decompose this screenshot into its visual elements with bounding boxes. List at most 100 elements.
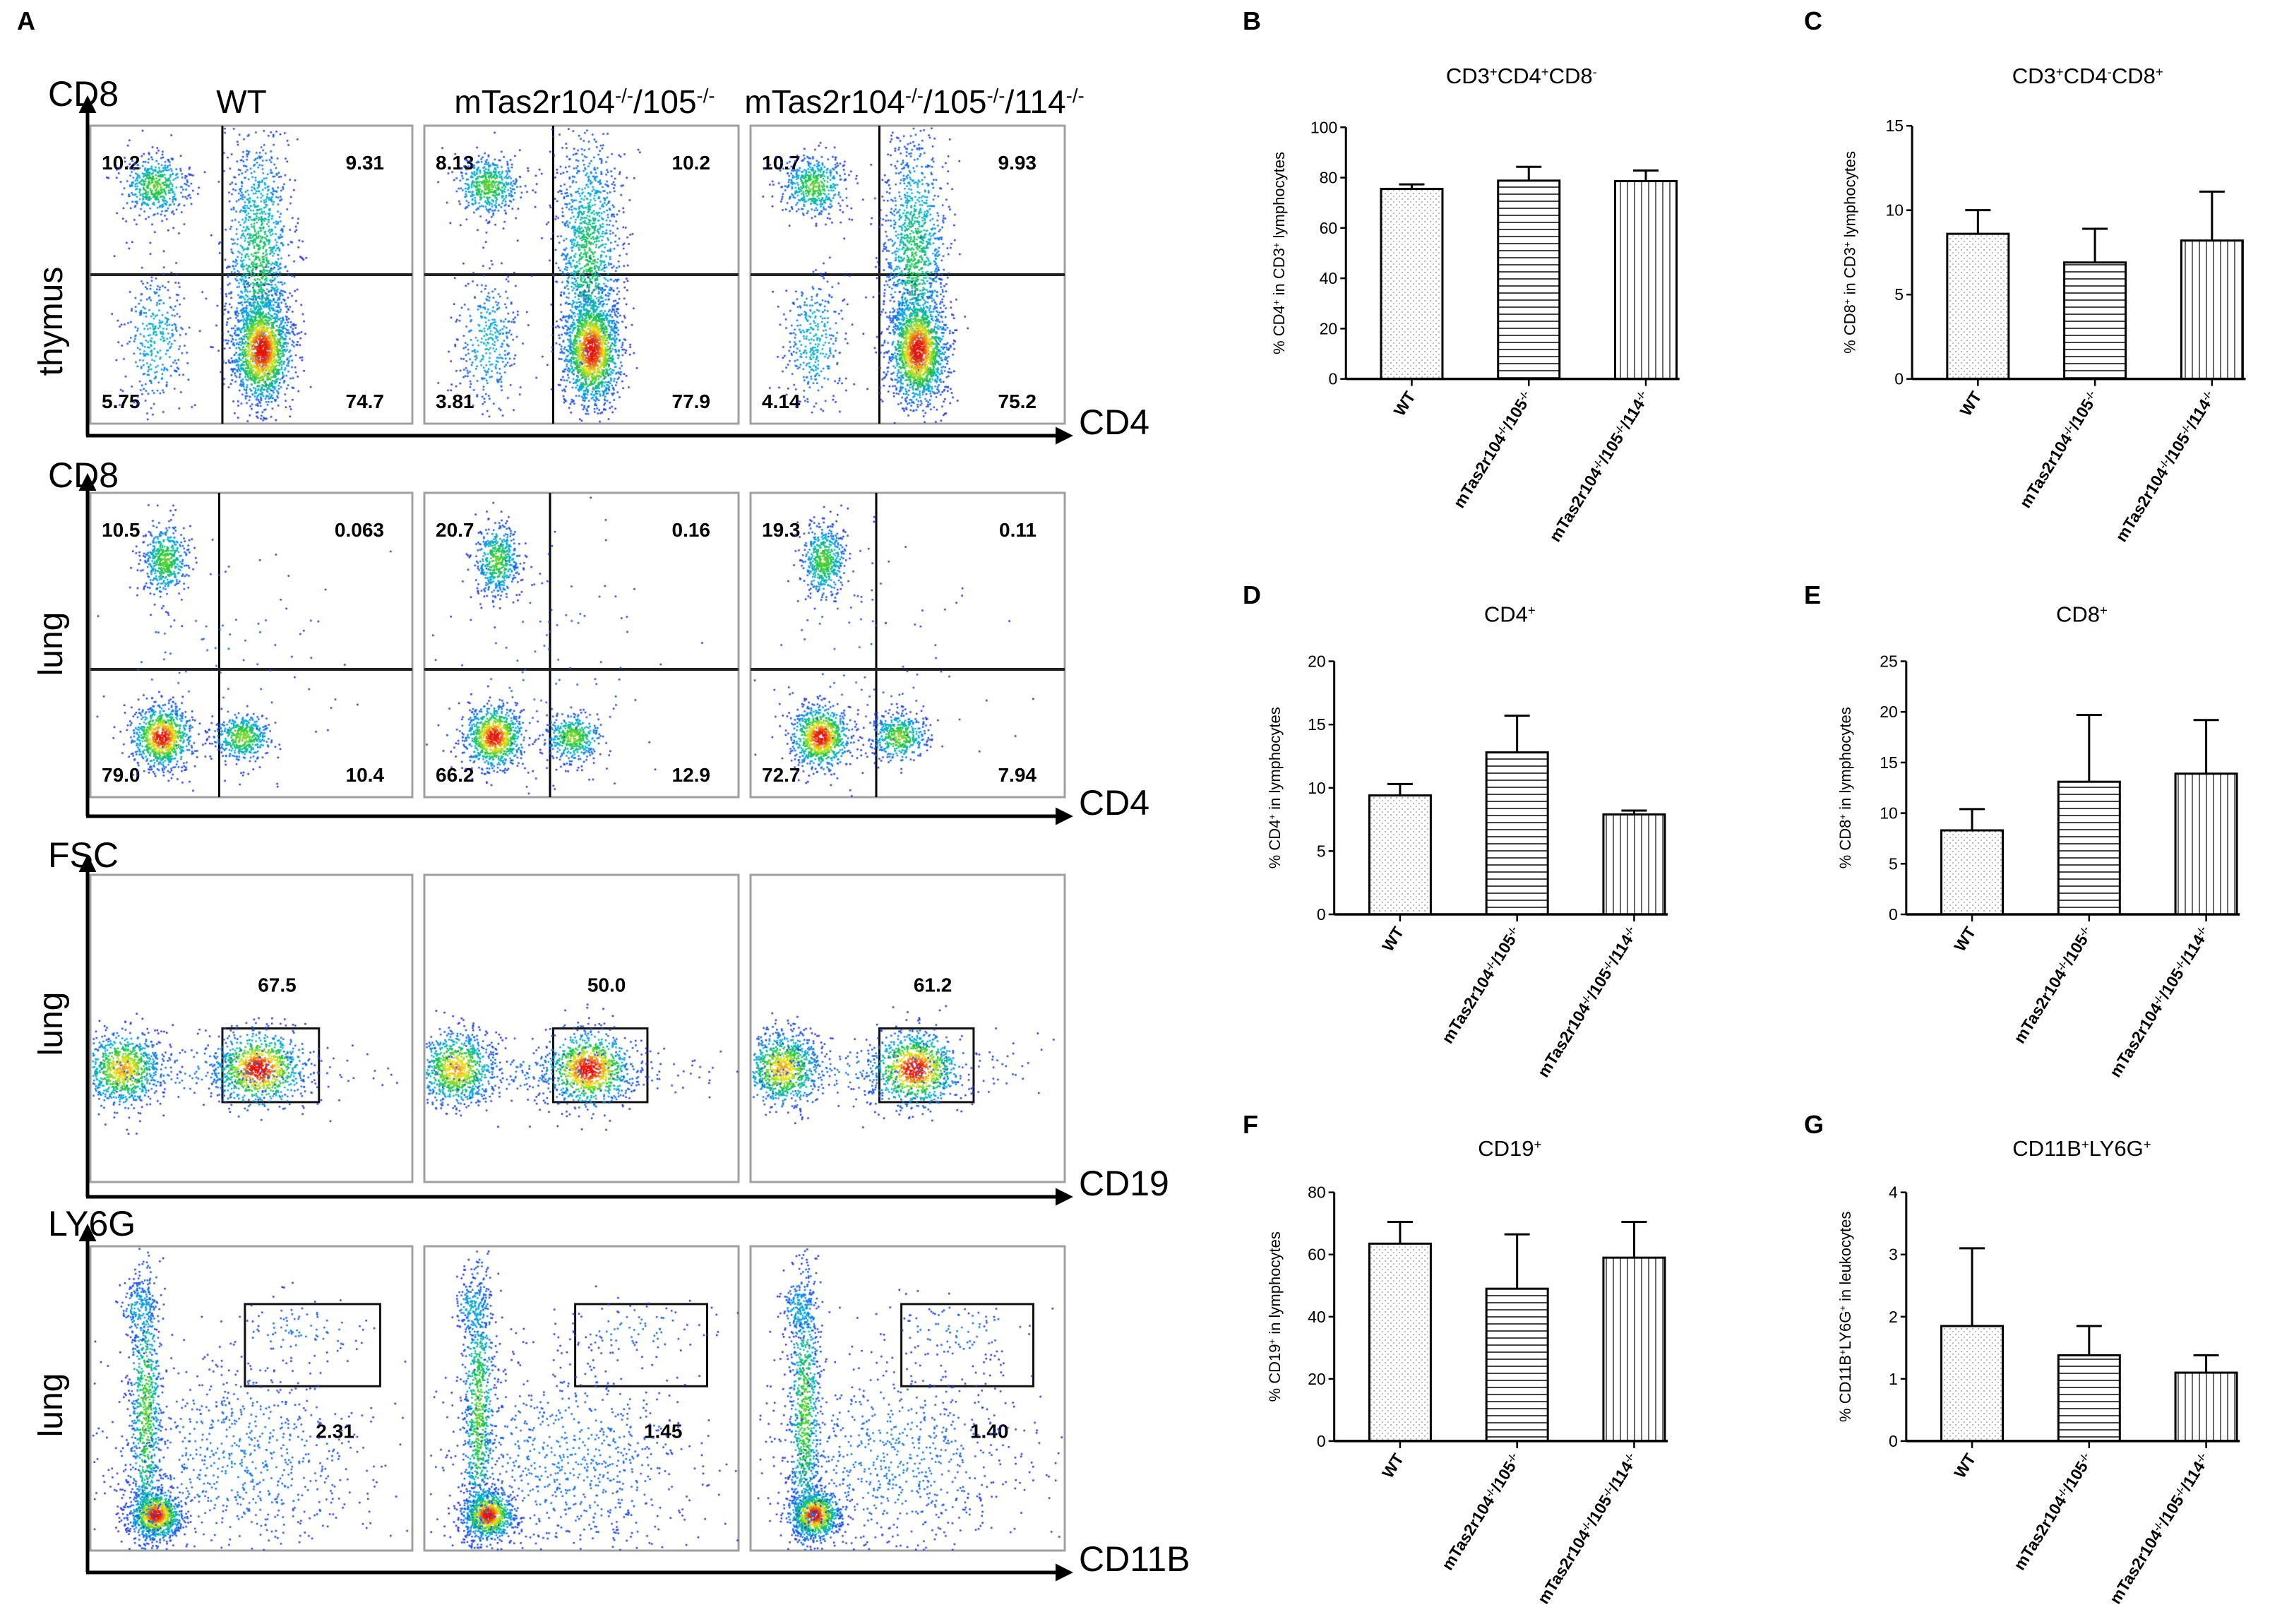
panel-letter-a: A	[17, 6, 35, 35]
y-tick-label: 5	[1894, 285, 1904, 304]
chart-title: CD3+CD4-CD8+	[2012, 64, 2163, 88]
flow-events-canvas	[751, 493, 1065, 797]
y-tick-label: 60	[1320, 219, 1338, 237]
bar-0	[1368, 794, 1432, 916]
x-tick-label: mTas2r104-/-/105-/-/114-/-	[1546, 388, 1654, 545]
x-tick-label: mTas2r104-/-/105-/-	[1438, 1450, 1525, 1573]
bar-0	[1940, 829, 2005, 916]
bar-2	[2174, 1371, 2238, 1443]
chart-title: CD8+	[2056, 602, 2108, 627]
panel-letter-c: C	[1804, 6, 1822, 35]
bar-chart-b: CD3+CD4+CD8- % CD4+ in CD3+ lymphocytes 0 2…	[1270, 64, 1680, 545]
y-tick-label: 40	[1320, 269, 1338, 287]
bar-chart-g: CD11B+LY6G+ % CD11B+LY6G+ in leukocytes 0 1…	[1836, 1136, 2240, 1607]
y-tick-label: 4	[1889, 1183, 1898, 1202]
x-axis-label: CD11B	[1079, 1539, 1190, 1579]
tissue-label: thymus	[32, 267, 70, 376]
bar-0	[1940, 1325, 2005, 1443]
x-tick-label: mTas2r104-/-/105-/-/114-/-	[2105, 1450, 2214, 1607]
column-header-1: mTas2r104-/-/105-/-	[454, 83, 715, 120]
bar-2	[1614, 180, 1678, 381]
y-axis-title: % CD8+ in CD3+ lymphocytes	[1841, 151, 1858, 354]
y-axis-title: % CD19+ in lymphocytes	[1266, 1231, 1284, 1402]
y-tick-label: 0	[1894, 370, 1904, 388]
y-axis-label: CD8	[48, 74, 119, 114]
y-tick-label: 1	[1889, 1370, 1898, 1388]
x-tick-label: WT	[1950, 1450, 1979, 1481]
flow-events-canvas	[90, 126, 412, 424]
tissue-label: lung	[32, 992, 70, 1056]
y-axis-title: % CD8+ in lymphocytes	[1836, 707, 1854, 868]
y-tick-label: 0	[1328, 370, 1337, 388]
panel-letter-b: B	[1243, 6, 1261, 35]
bar-chart-e: CD8+ % CD8+ in lymphocytes 0 5 10 15 20 25 WT mTa…	[1836, 602, 2240, 1081]
y-tick-label: 0	[1317, 905, 1326, 924]
y-tick-label: 3	[1889, 1246, 1898, 1264]
bar-1	[1485, 751, 1549, 916]
x-axis-label: CD4	[1079, 783, 1149, 823]
chart-title: CD19+	[1478, 1136, 1541, 1161]
x-tick-label: WT	[1950, 924, 1979, 955]
y-tick-label: 60	[1308, 1246, 1326, 1264]
bar-chart-panels: CD3+CD4+CD8- % CD4+ in CD3+ lymphocytes 0 2…	[1266, 64, 2246, 1607]
x-tick-label: mTas2r104-/-/105-/-	[1438, 924, 1525, 1047]
y-tick-label: 0	[1317, 1432, 1326, 1450]
y-tick-label: 15	[1880, 753, 1898, 772]
bar-0	[1946, 232, 2010, 381]
bar-1	[2057, 1354, 2121, 1443]
flow-events-canvas	[424, 493, 739, 797]
flow-events-canvas	[90, 1246, 412, 1551]
bar-0	[1368, 1242, 1432, 1443]
x-tick-label: mTas2r104-/-/105-/-/114-/-	[2112, 388, 2220, 545]
flow-events-canvas	[751, 875, 1065, 1182]
bar-1	[2057, 780, 2121, 916]
x-tick-label: WT	[1957, 388, 1985, 419]
flow-events-canvas	[90, 493, 412, 797]
column-header-0: WT	[216, 83, 267, 120]
y-axis-label: CD8	[48, 455, 119, 495]
chart-title: CD3+CD4+CD8-	[1446, 64, 1597, 88]
y-tick-label: 0	[1889, 905, 1898, 924]
x-axis-label: CD19	[1079, 1164, 1169, 1203]
bar-2	[2180, 239, 2244, 381]
y-tick-label: 5	[1889, 854, 1898, 873]
panel-letter-d: D	[1243, 580, 1261, 609]
x-tick-label: mTas2r104-/-/105-/-	[2016, 388, 2103, 511]
y-tick-label: 10	[1308, 779, 1326, 797]
bar-2	[1602, 1256, 1666, 1443]
x-tick-label: WT	[1378, 1450, 1407, 1481]
x-tick-label: mTas2r104-/-/105-/-	[1450, 388, 1536, 511]
y-tick-label: 20	[1308, 1370, 1326, 1388]
y-tick-label: 20	[1308, 652, 1326, 671]
y-tick-label: 20	[1880, 703, 1898, 721]
bar-2	[2174, 772, 2238, 916]
x-tick-label: mTas2r104-/-/105-/-	[2010, 1450, 2097, 1573]
chart-title: CD11B+LY6G+	[2012, 1136, 2151, 1161]
y-tick-label: 80	[1320, 169, 1338, 187]
y-axis-title: % CD4+ in lymphocytes	[1266, 707, 1284, 868]
y-tick-label: 15	[1886, 117, 1904, 135]
x-tick-label: WT	[1390, 388, 1419, 419]
x-tick-label: mTas2r104-/-/105-/-	[2010, 924, 2097, 1047]
tissue-label: lung	[32, 1373, 70, 1438]
x-tick-label: mTas2r104-/-/105-/-/114-/-	[2105, 924, 2214, 1081]
x-tick-label: mTas2r104-/-/105-/-/114-/-	[1534, 1450, 1642, 1607]
x-axis-label: CD4	[1079, 402, 1149, 442]
panel-letter-e: E	[1804, 580, 1821, 609]
flow-events-canvas	[424, 1246, 739, 1551]
panel-letter-g: G	[1804, 1110, 1824, 1139]
y-axis-title: % CD4+ in CD3+ lymphocytes	[1270, 152, 1288, 354]
flow-events-canvas	[751, 1246, 1065, 1551]
y-tick-label: 80	[1308, 1183, 1326, 1202]
panel-letter-f: F	[1243, 1110, 1258, 1139]
flow-events-canvas	[424, 875, 739, 1182]
flow-events-canvas	[424, 126, 739, 424]
y-tick-label: 25	[1880, 652, 1898, 671]
y-axis-label: LY6G	[48, 1204, 136, 1243]
bar-chart-c: CD3+CD4-CD8+ % CD8+ in CD3+ lymphocytes 0 5…	[1841, 64, 2246, 545]
bar-1	[2063, 261, 2127, 381]
y-tick-label: 10	[1880, 804, 1898, 823]
y-tick-label: 40	[1308, 1308, 1326, 1326]
y-tick-label: 0	[1889, 1432, 1898, 1450]
chart-title: CD4+	[1484, 602, 1536, 627]
